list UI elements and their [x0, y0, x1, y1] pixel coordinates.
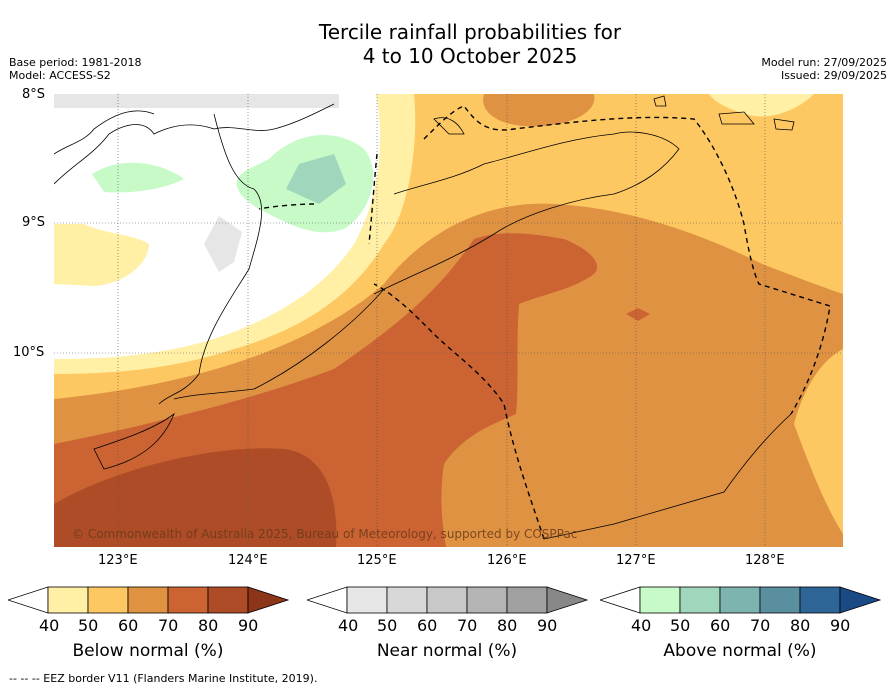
contour-below-70-spot — [626, 308, 650, 321]
below-normal-label: Below normal (%) — [72, 641, 224, 661]
coastlines — [54, 95, 795, 540]
colorbar-below-swatch-1 — [87, 586, 129, 614]
contour-below-50-right — [794, 349, 843, 534]
contour-above-50 — [286, 154, 346, 204]
copyright-note: © Commonwealth of Australia 2025, Bureau… — [72, 527, 577, 541]
lat-label-8s: 8°S — [22, 87, 46, 102]
colorbar-near-swatch-3 — [466, 586, 508, 614]
colorbar-below-swatches — [47, 586, 249, 614]
meta-left: Base period: 1981-2018 Model: ACCESS-S2 — [9, 56, 141, 82]
contour-near-patch — [204, 216, 242, 272]
colorbar-near-low-arrow — [307, 586, 348, 614]
above-tick-70: 70 — [750, 616, 771, 635]
colorbar-near-swatch-2 — [426, 586, 468, 614]
forecast-map: © Commonwealth of Australia 2025, Bureau… — [54, 94, 843, 547]
colorbar-below-swatch-4 — [207, 586, 249, 614]
above-normal-label: Above normal (%) — [663, 641, 817, 661]
above-tick-80: 80 — [790, 616, 811, 635]
below-tick-80: 80 — [198, 616, 219, 635]
colorbar-above-low-arrow — [600, 586, 641, 614]
base-period: Base period: 1981-2018 — [9, 56, 142, 69]
colorbar-near-swatch-4 — [506, 586, 548, 614]
near-normal-label: Near normal (%) — [376, 641, 518, 661]
contour-above-40-left — [92, 162, 184, 193]
model-run: Model run: 27/09/2025 — [761, 56, 887, 69]
colorbar-below — [8, 586, 290, 614]
above-tick-90: 90 — [830, 616, 851, 635]
lat-label-10s: 10°S — [13, 345, 45, 360]
contour-below-40-left — [54, 224, 149, 286]
model-name: Model: ACCESS-S2 — [9, 69, 111, 82]
colorbar-near-high-arrow — [546, 586, 589, 614]
colorbar-near-swatches — [346, 586, 548, 614]
meta-right: Model run: 27/09/2025 Issued: 29/09/2025 — [761, 56, 887, 82]
eez-border — [258, 105, 831, 540]
colorbar-near-swatch-1 — [386, 586, 428, 614]
near-tick-80: 80 — [497, 616, 518, 635]
below-tick-40: 40 — [39, 616, 60, 635]
lon-label-126e: 126°E — [487, 553, 527, 568]
colorbar-below-low-arrow — [8, 586, 49, 614]
below-tick-50: 50 — [78, 616, 99, 635]
colorbar-below-swatch-3 — [167, 586, 209, 614]
above-tick-60: 60 — [710, 616, 731, 635]
colorbar-above-swatch-1 — [679, 586, 721, 614]
colorbar-below-swatch-0 — [47, 586, 89, 614]
lon-label-125e: 125°E — [357, 553, 397, 568]
below-tick-90: 90 — [238, 616, 259, 635]
colorbar-above-swatch-2 — [719, 586, 761, 614]
contour-near-top — [54, 94, 339, 108]
lon-label-124e: 124°E — [228, 553, 268, 568]
gridlines — [54, 94, 843, 547]
near-tick-40: 40 — [338, 616, 359, 635]
colorbar-above — [600, 586, 882, 614]
lon-label-123e: 123°E — [98, 553, 138, 568]
near-tick-50: 50 — [377, 616, 398, 635]
colorbar-above-high-arrow — [839, 586, 882, 614]
contour-below-40-topright — [709, 94, 814, 117]
contour-below-60-top — [483, 94, 595, 127]
colorbar-below-high-arrow — [247, 586, 290, 614]
colorbar-above-swatch-4 — [799, 586, 841, 614]
above-tick-50: 50 — [670, 616, 691, 635]
eez-legend-note: -- -- -- EEZ border V11 (Flanders Marine… — [9, 672, 318, 685]
lon-label-128e: 128°E — [745, 553, 785, 568]
lon-label-127e: 127°E — [616, 553, 656, 568]
near-tick-70: 70 — [457, 616, 478, 635]
map-title: Tercile rainfall probabilities for 4 to … — [0, 20, 896, 68]
title-line-2: 4 to 10 October 2025 — [362, 44, 578, 68]
colorbar-near-swatch-0 — [346, 586, 388, 614]
colorbar-near — [307, 586, 589, 614]
near-tick-60: 60 — [417, 616, 438, 635]
colorbar-above-swatch-3 — [759, 586, 801, 614]
below-tick-70: 70 — [158, 616, 179, 635]
colorbar-above-swatches — [639, 586, 841, 614]
issued-date: Issued: 29/09/2025 — [780, 69, 887, 82]
near-tick-90: 90 — [537, 616, 558, 635]
below-tick-60: 60 — [118, 616, 139, 635]
lat-label-9s: 9°S — [22, 215, 46, 230]
above-tick-40: 40 — [631, 616, 652, 635]
contour-below-80 — [54, 448, 337, 547]
colorbar-above-swatch-0 — [639, 586, 681, 614]
title-line-1: Tercile rainfall probabilities for — [318, 20, 622, 44]
colorbar-below-swatch-2 — [127, 586, 169, 614]
